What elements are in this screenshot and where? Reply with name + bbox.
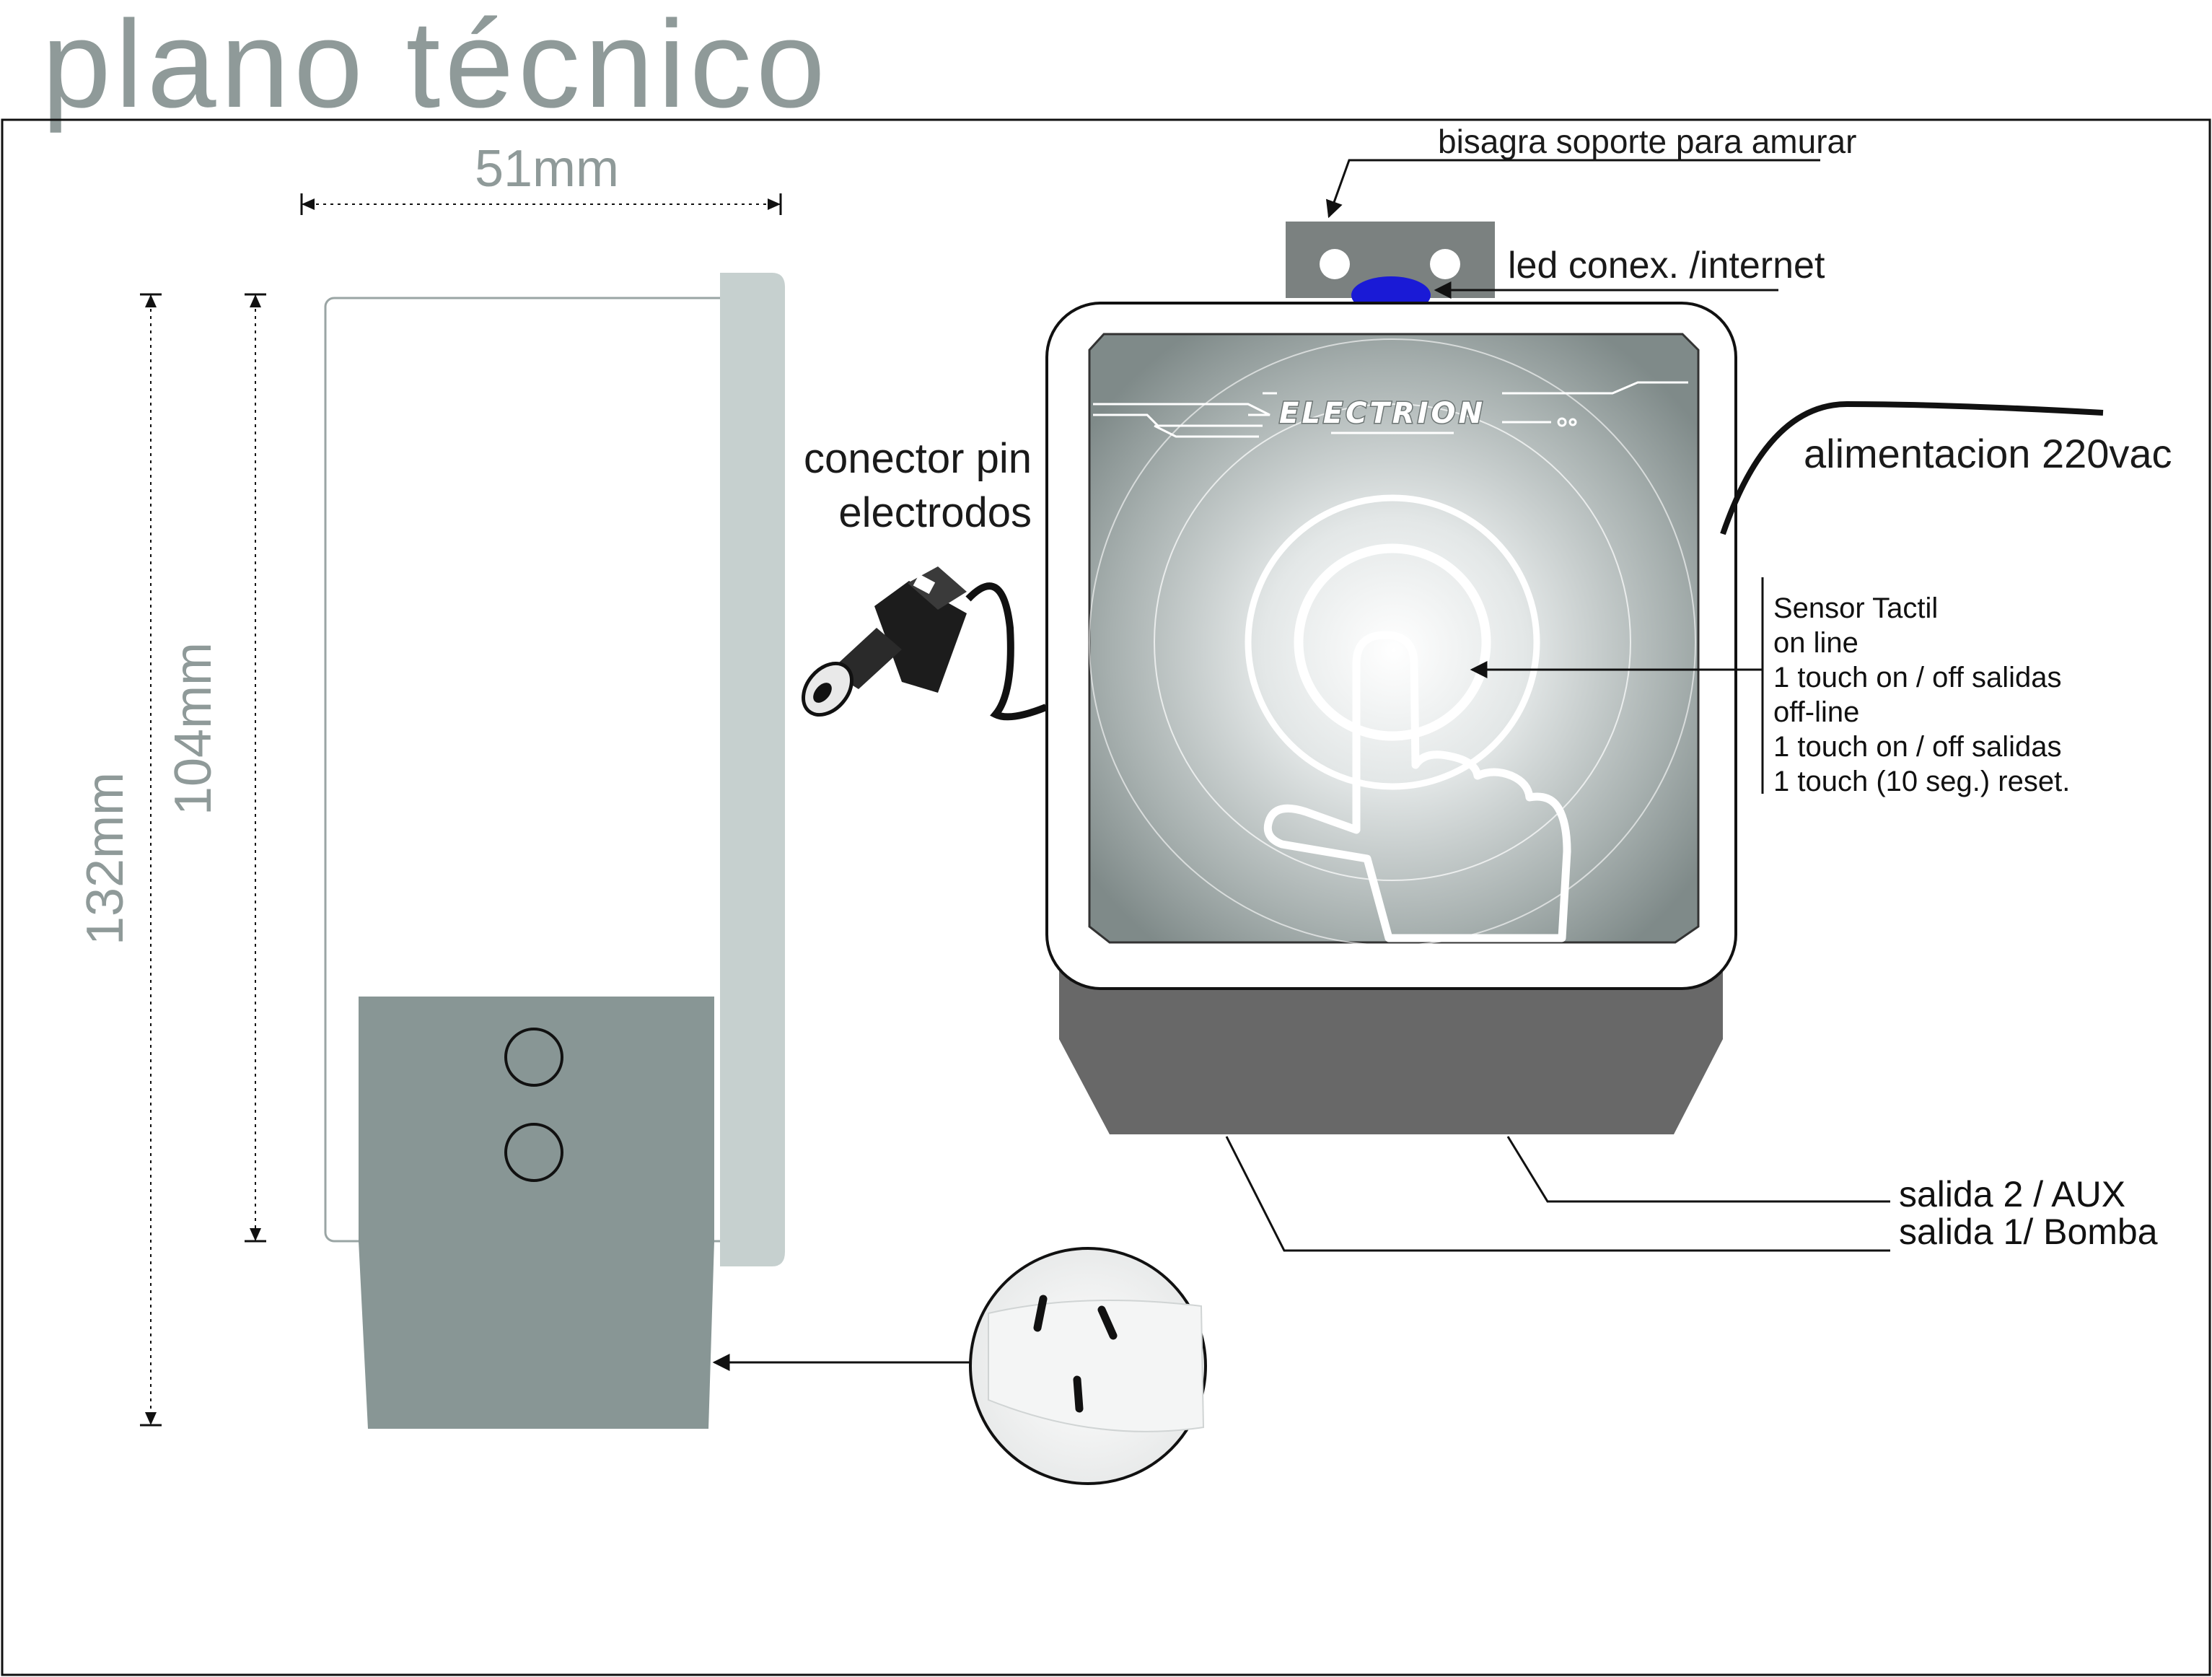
drawing-frame (1, 118, 2211, 1676)
brand-logo: ELECTRION (1279, 397, 1485, 430)
hand-icon (1263, 631, 1571, 942)
body-height-label: 104mm (164, 642, 222, 815)
brand-circuit-lines (1093, 381, 1688, 438)
hinge-hole-left (1320, 249, 1350, 279)
hinge-hole-right (1430, 249, 1460, 279)
touch-rings (1089, 338, 1696, 946)
body-height-dimension: 104mm (164, 293, 266, 1243)
connector-label-line2: electrodos (838, 489, 1032, 536)
output-callouts (1225, 1136, 1890, 1252)
outlet-detail (712, 1247, 1207, 1485)
sensor-note: off-line (1773, 696, 1859, 728)
page-title: plano técnico (42, 0, 830, 133)
hinge-label: bisagra soporte para amurar (1438, 123, 1856, 160)
output2-label: salida 2 / AUX (1899, 1174, 2125, 1214)
sensor-note: on line (1773, 627, 1858, 659)
sensor-notes: Sensor Tactil on line 1 touch on / off s… (1773, 592, 2070, 797)
output1-label: salida 1/ Bomba (1899, 1212, 2158, 1252)
sensor-note: Sensor Tactil (1773, 592, 1938, 624)
side-view-panel (720, 273, 785, 1266)
width-dimension: 51mm (300, 140, 782, 215)
plug-block (359, 997, 714, 1429)
device-base (1059, 963, 1723, 1134)
led-label: led conex. /internet (1508, 245, 1825, 286)
led-callout: led conex. /internet (1434, 245, 1825, 299)
total-height-label: 132mm (76, 772, 134, 945)
pin-connector (802, 566, 1048, 721)
power-label: alimentacion 220vac (1804, 431, 2172, 476)
connector-label-line1: conector pin (804, 435, 1032, 482)
width-label: 51mm (475, 140, 619, 198)
plug-pin-bottom (504, 1123, 563, 1182)
sensor-note: 1 touch on / off salidas (1773, 662, 2062, 693)
plug-pin-top (504, 1028, 563, 1087)
sensor-note: 1 touch (10 seg.) reset. (1773, 766, 2070, 797)
sensor-callout (1470, 577, 1764, 794)
power-cable (1720, 400, 2104, 535)
total-height-dimension: 132mm (76, 293, 162, 1427)
hinge-callout: bisagra soporte para amurar (1326, 123, 1856, 219)
sensor-note: 1 touch on / off salidas (1773, 731, 2062, 763)
